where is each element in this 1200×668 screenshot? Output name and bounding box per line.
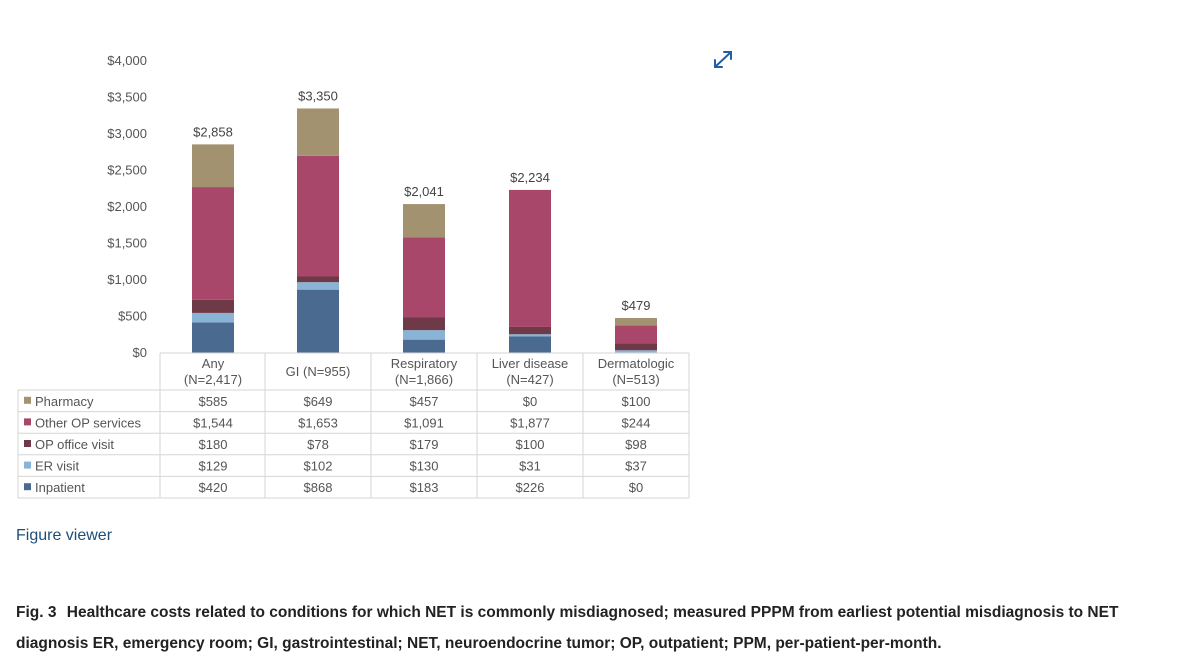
bar-segment [509,334,551,337]
x-tick-label: (N=2,417) [184,372,242,387]
data-label: $0 [523,394,537,409]
y-tick-label: $500 [118,309,147,324]
bar-total-label: $479 [622,298,651,313]
data-label: $98 [625,437,647,452]
y-tick-label: $2,500 [107,163,147,178]
data-label: $130 [410,459,439,474]
bar-segment [615,343,657,351]
data-label: $1,877 [510,415,550,430]
bars [192,108,657,353]
legend-swatch [24,440,31,447]
caption-text: Healthcare costs related to conditions f… [16,604,1119,652]
data-label: $100 [516,437,545,452]
data-table-grid [17,352,690,499]
data-label: $37 [625,459,647,474]
bar-segment [192,312,234,323]
bar-segment [297,282,339,290]
data-label: $649 [304,394,333,409]
legend-swatch [24,418,31,426]
bar-segment [192,299,234,313]
figure-viewer-link[interactable]: Figure viewer [16,527,113,544]
y-tick-label: $3,000 [107,126,147,141]
bar-segment [403,317,445,331]
bar-total-label: $2,234 [510,170,550,185]
y-tick-label: $2,000 [107,199,147,214]
x-tick-label: Liver disease [492,356,569,371]
bar-segment [297,276,339,283]
caption-label: Fig. 3 [16,604,57,621]
data-label: $0 [629,480,643,495]
y-tick-label: $1,000 [107,272,147,287]
bar-total-label: $3,350 [298,88,338,103]
x-tick-label: (N=513) [612,372,659,387]
legend-label: Inpatient [35,480,85,495]
bar-segment [615,350,657,353]
bar-segment [297,155,339,277]
legend-label: ER visit [35,459,79,474]
bar-segment [297,108,339,156]
bar-segment [509,189,551,327]
bar-segment [192,187,234,300]
legend-label: OP office visit [35,437,114,452]
bar-segment [192,322,234,353]
legend-swatch [24,483,31,491]
data-label: $31 [519,459,541,474]
expand-icon [714,51,732,68]
bar-total-label: $2,041 [404,184,444,199]
data-label: $129 [199,459,228,474]
bar-segment [403,330,445,340]
y-tick-label: $4,000 [107,53,147,68]
data-label: $1,653 [298,415,338,430]
data-label: $78 [307,437,329,452]
y-axis: $0 $500 $1,000 $1,500 $2,000 $2,500 $3,000 $3,5… [107,53,147,360]
y-tick-label: $1,500 [107,236,147,251]
y-tick-label: $3,500 [107,90,147,105]
bar-segment [615,318,657,326]
data-label: $1,091 [404,415,444,430]
data-label: $420 [199,480,228,495]
data-label: $179 [410,437,439,452]
x-tick-label: GI (N=955) [286,364,351,379]
x-tick-label: Dermatologic [598,356,675,371]
data-label: $102 [304,459,333,474]
bar-segment [509,326,551,335]
bar-segment [615,325,657,344]
bar-segment [192,144,234,188]
bar-total-label: $2,858 [193,124,233,139]
figure-caption: Fig. 3 Healthcare costs related to condi… [16,597,1186,659]
x-tick-label: (N=427) [506,372,553,387]
data-label: $585 [199,394,228,409]
bar-segment [403,204,445,238]
stacked-bar-chart: $0 $500 $1,000 $1,500 $2,000 $2,500 $3,000 $3,5… [17,53,690,499]
legend-swatch [24,396,31,404]
bar-segment [403,237,445,318]
legend-label: Other OP services [35,415,141,430]
data-label: $1,544 [193,415,233,430]
x-tick-label: (N=1,866) [395,372,453,387]
bar-totals: $2,858 $3,350 $2,041 $2,234 $479 [193,88,650,313]
category-labels: Any(N=2,417) GI (N=955) Respiratory(N=1,86… [184,356,675,387]
data-table: Pharmacy $585 $649 $457 $0 $100 Other OP servi… [24,394,650,495]
x-tick-label: Respiratory [391,356,458,371]
data-label: $226 [516,480,545,495]
x-tick-label: Any [202,356,225,371]
data-label: $244 [622,415,651,430]
bar-segment [297,289,339,353]
expand-figure-button[interactable] [708,46,738,74]
data-label: $100 [622,394,651,409]
data-label: $457 [410,394,439,409]
legend-swatch [24,461,31,469]
data-label: $180 [199,437,228,452]
data-label: $868 [304,480,333,495]
bar-segment [509,336,551,353]
y-tick-label: $0 [133,345,147,360]
data-label: $183 [410,480,439,495]
bar-segment [403,339,445,353]
legend-label: Pharmacy [35,394,94,409]
